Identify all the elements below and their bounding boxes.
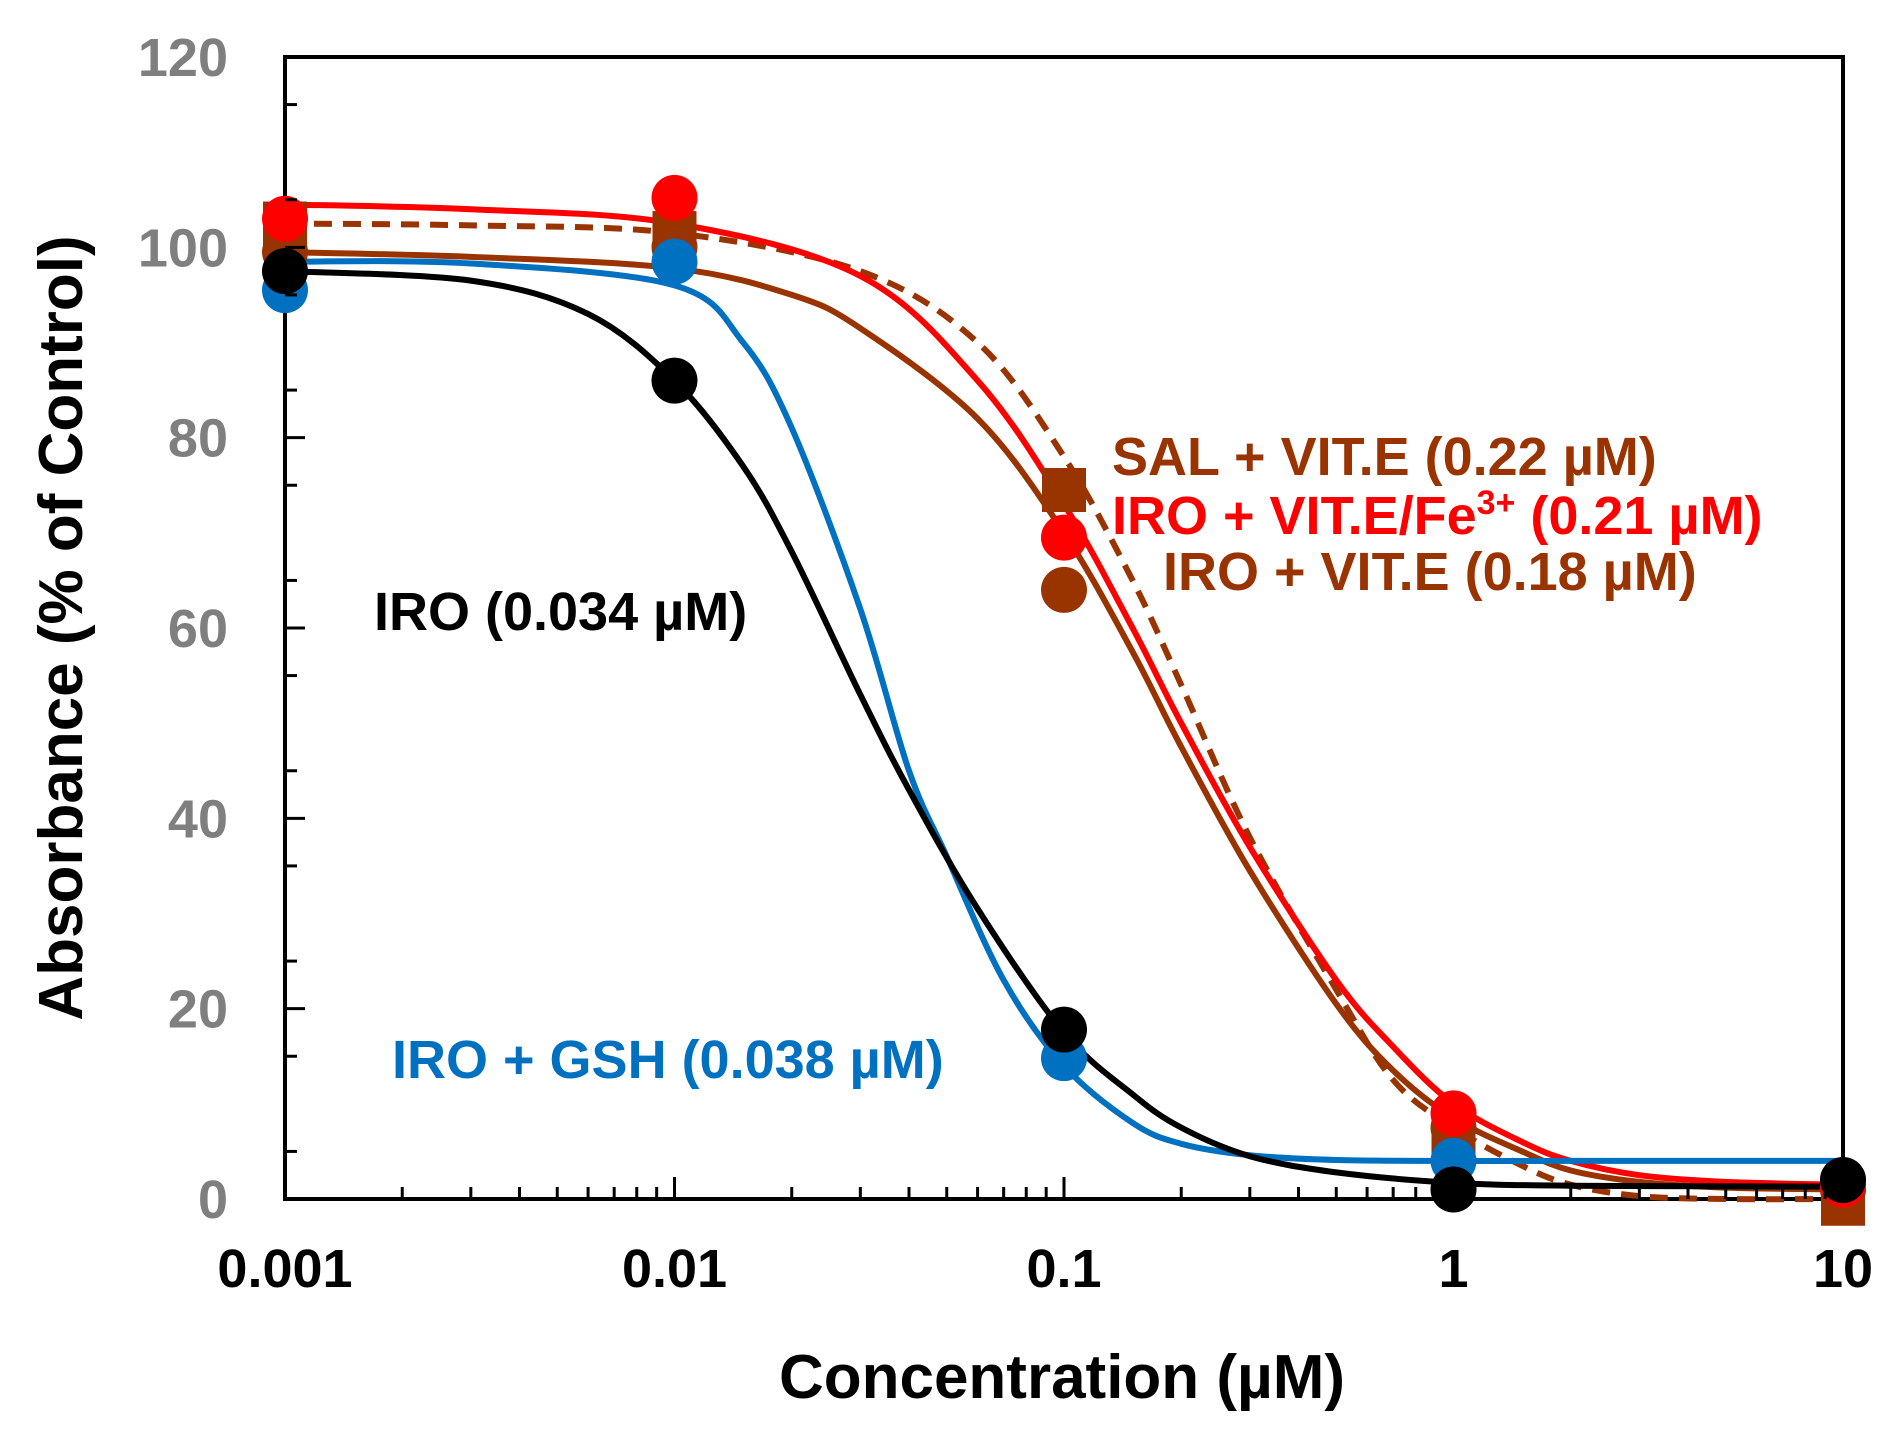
- marker-iro-vit-e: [1041, 566, 1087, 613]
- y-tick-label: 0: [198, 1170, 228, 1230]
- x-tick-label: 10: [1813, 1239, 1873, 1299]
- curve-iro: [284, 268, 1844, 1190]
- fitted-curves: [284, 201, 1844, 1203]
- curve-iro-vit-e: [284, 249, 1844, 1193]
- y-tick-label: 100: [138, 218, 228, 278]
- x-tick-label: 0.1: [1026, 1239, 1101, 1299]
- x-axis-title: Concentration (µM): [779, 1343, 1345, 1412]
- marker-iro-gsh: [651, 238, 698, 285]
- y-tick-label: 40: [168, 789, 228, 849]
- x-tick-label: 0.01: [622, 1239, 727, 1299]
- marker-iro-vit-e-fe: [262, 195, 308, 242]
- marker-iro: [262, 248, 308, 295]
- y-tick-label: 60: [168, 599, 228, 659]
- annotation-iro-vit-e: IRO + VIT.E (0.18 µM): [1163, 542, 1697, 602]
- x-tick-label: 1: [1438, 1239, 1468, 1299]
- marker-iro-vit-e-fe: [1430, 1090, 1477, 1137]
- marker-iro: [1041, 1006, 1087, 1053]
- data-markers: [262, 174, 1866, 1226]
- annotation-iro-vit-e-fe: IRO + VIT.E/Fe3+ (0.21 µM): [1112, 484, 1763, 546]
- annotation-sal-vit-e: SAL + VIT.E (0.22 µM): [1112, 427, 1657, 487]
- y-axis-title: Absorbance (% of Control): [27, 235, 96, 1020]
- annotation-iro: IRO (0.034 µM): [374, 582, 747, 642]
- x-tick-label: 0.001: [217, 1239, 352, 1299]
- marker-iro-vit-e-fe: [651, 174, 698, 221]
- axis-ticks: 0 20 40 60 80 100 120 0.001 0.01 0.1 1 10: [138, 28, 1873, 1299]
- annotation-iro-gsh: IRO + GSH (0.038 µM): [392, 1030, 944, 1090]
- marker-iro-vit-e-fe: [1041, 514, 1087, 561]
- marker-sal-vit-e: [1042, 468, 1086, 513]
- y-tick-label: 20: [168, 980, 228, 1040]
- y-tick-label: 120: [138, 28, 228, 88]
- marker-iro: [651, 357, 698, 404]
- curve-iro-gsh: [284, 258, 1843, 1164]
- y-tick-label: 80: [168, 409, 228, 469]
